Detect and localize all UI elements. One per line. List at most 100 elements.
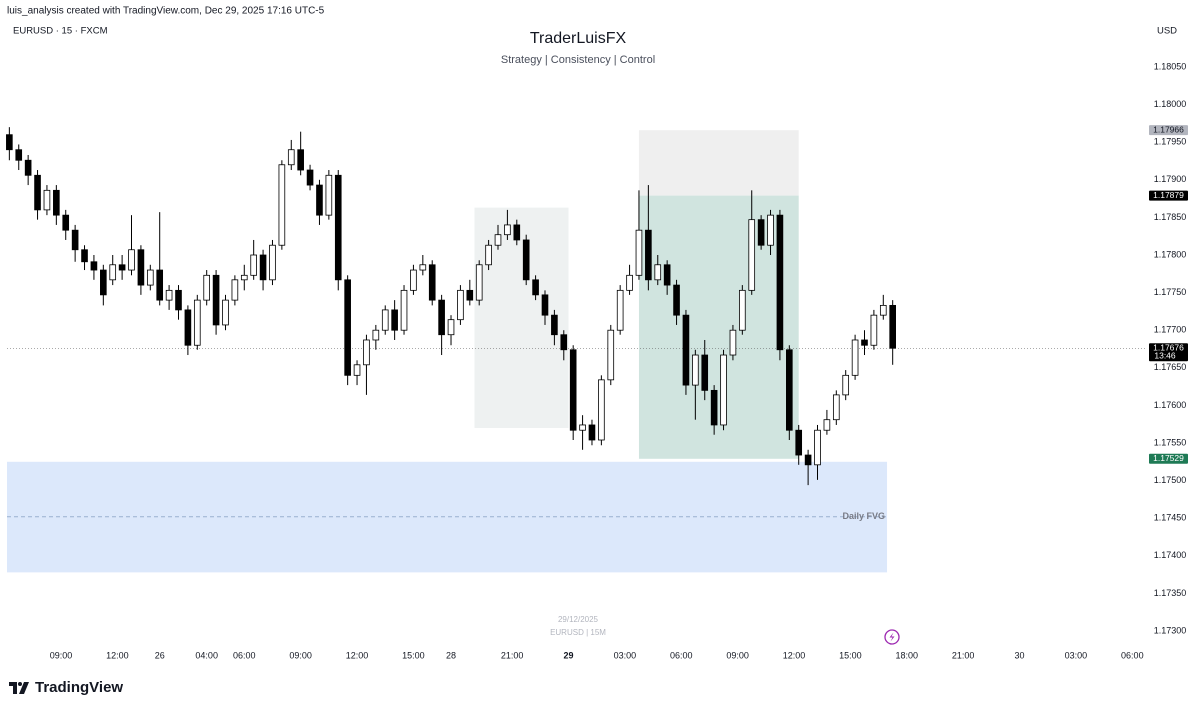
candle-body xyxy=(175,289,182,311)
candle-body xyxy=(757,219,765,246)
candle-body xyxy=(400,289,408,331)
x-tick-label: 12:00 xyxy=(783,650,806,660)
candle-body xyxy=(795,429,803,456)
candle-body xyxy=(156,269,164,301)
price-axis-bg xyxy=(1145,0,1199,660)
watermark-symbol: EURUSD | 15M xyxy=(550,628,606,637)
brand-logo: TradingView xyxy=(9,679,123,696)
y-tick-label: 1.18000 xyxy=(1154,99,1187,109)
candle-body xyxy=(344,279,351,376)
candle-body xyxy=(560,334,568,351)
candle-body xyxy=(588,424,596,441)
candle-body xyxy=(325,174,333,216)
alert-icon[interactable] xyxy=(884,629,900,645)
credit: luis_analysis created with TradingView.c… xyxy=(7,6,325,17)
candle-body xyxy=(832,394,840,421)
candle-body xyxy=(24,159,32,176)
x-tick-label: 04:00 xyxy=(195,650,218,660)
candle-body xyxy=(334,174,342,281)
candle-body xyxy=(551,314,558,336)
currency: USD xyxy=(1157,26,1177,37)
candle-body xyxy=(240,274,248,281)
price-tag-label: 1.17879 xyxy=(1153,190,1184,200)
y-tick-label: 1.17650 xyxy=(1154,362,1187,372)
y-tick-label: 1.17400 xyxy=(1154,550,1187,560)
candle-body xyxy=(287,149,295,166)
y-tick-label: 1.17800 xyxy=(1154,249,1187,259)
x-tick-label: 26 xyxy=(155,650,165,660)
chart-subtitle: Strategy | Consistency | Control xyxy=(501,54,655,66)
fvg-label: Daily FVG xyxy=(843,511,886,521)
x-tick-label: 29 xyxy=(563,650,573,660)
candle-body xyxy=(513,224,521,241)
x-tick-label: 12:00 xyxy=(346,650,369,660)
candle-body xyxy=(739,289,746,331)
x-tick-label: 30 xyxy=(1015,650,1025,660)
y-tick-label: 1.17600 xyxy=(1154,400,1187,410)
candle-body xyxy=(316,184,323,216)
candle-body xyxy=(43,189,51,211)
candle-body xyxy=(118,264,126,271)
candle-body xyxy=(485,244,492,266)
watermark-date: 29/12/2025 xyxy=(558,615,599,624)
price-tag xyxy=(1149,453,1188,464)
candle-body xyxy=(128,249,135,271)
candle-body xyxy=(889,304,896,349)
candle-body xyxy=(278,164,286,246)
candle-body xyxy=(250,254,257,276)
x-tick-label: 03:00 xyxy=(1065,650,1088,660)
candle-body xyxy=(729,329,737,356)
candle-body xyxy=(165,289,173,301)
x-tick-label: 21:00 xyxy=(501,650,524,660)
candle-body xyxy=(842,374,850,396)
x-tick-label: 09:00 xyxy=(289,650,312,660)
candle-body xyxy=(532,279,539,296)
candle-body xyxy=(203,274,211,301)
x-tick-label: 21:00 xyxy=(952,650,975,660)
candle-body xyxy=(457,289,464,321)
candle-body xyxy=(212,274,220,326)
candle-body xyxy=(804,454,812,466)
candle-body xyxy=(626,274,633,291)
price-tag xyxy=(1149,125,1188,136)
y-tick-label: 1.17950 xyxy=(1154,137,1187,147)
candle-body xyxy=(776,214,784,351)
chart-title: TraderLuisFX xyxy=(530,30,627,47)
candle-body xyxy=(504,224,511,236)
x-tick-label: 15:00 xyxy=(402,650,425,660)
y-tick-label: 1.17350 xyxy=(1154,588,1187,598)
candle-body xyxy=(222,299,229,326)
candle-body xyxy=(81,249,88,263)
x-tick-label: 09:00 xyxy=(726,650,749,660)
candle-body xyxy=(146,269,154,286)
candle-body xyxy=(109,264,117,281)
candle-body xyxy=(607,329,615,381)
x-tick-label: 06:00 xyxy=(670,650,693,660)
candle-body xyxy=(748,219,756,291)
candle-body xyxy=(466,289,474,301)
candle-body xyxy=(870,314,878,346)
candle-body xyxy=(786,349,793,431)
candle-body xyxy=(692,354,699,386)
x-tick-label: 12:00 xyxy=(106,650,129,660)
price-tag xyxy=(1149,190,1188,201)
fvg-zone xyxy=(7,461,888,573)
price-tag xyxy=(1149,343,1188,362)
candle-body xyxy=(645,229,652,281)
y-tick-label: 1.17300 xyxy=(1154,625,1187,635)
candle-body xyxy=(90,261,98,271)
candle-body xyxy=(353,364,361,376)
candle-body xyxy=(259,254,267,281)
position-stop-zone xyxy=(638,130,799,196)
candle-body xyxy=(673,284,680,316)
x-tick-label: 06:00 xyxy=(1121,650,1144,660)
candle-body xyxy=(15,149,23,161)
candle-body xyxy=(814,429,821,466)
candle-body xyxy=(663,264,671,286)
candle-body xyxy=(522,239,530,281)
candle-body xyxy=(710,389,718,426)
candle-body xyxy=(71,229,79,251)
price-tag-countdown: 13:46 xyxy=(1154,351,1176,361)
